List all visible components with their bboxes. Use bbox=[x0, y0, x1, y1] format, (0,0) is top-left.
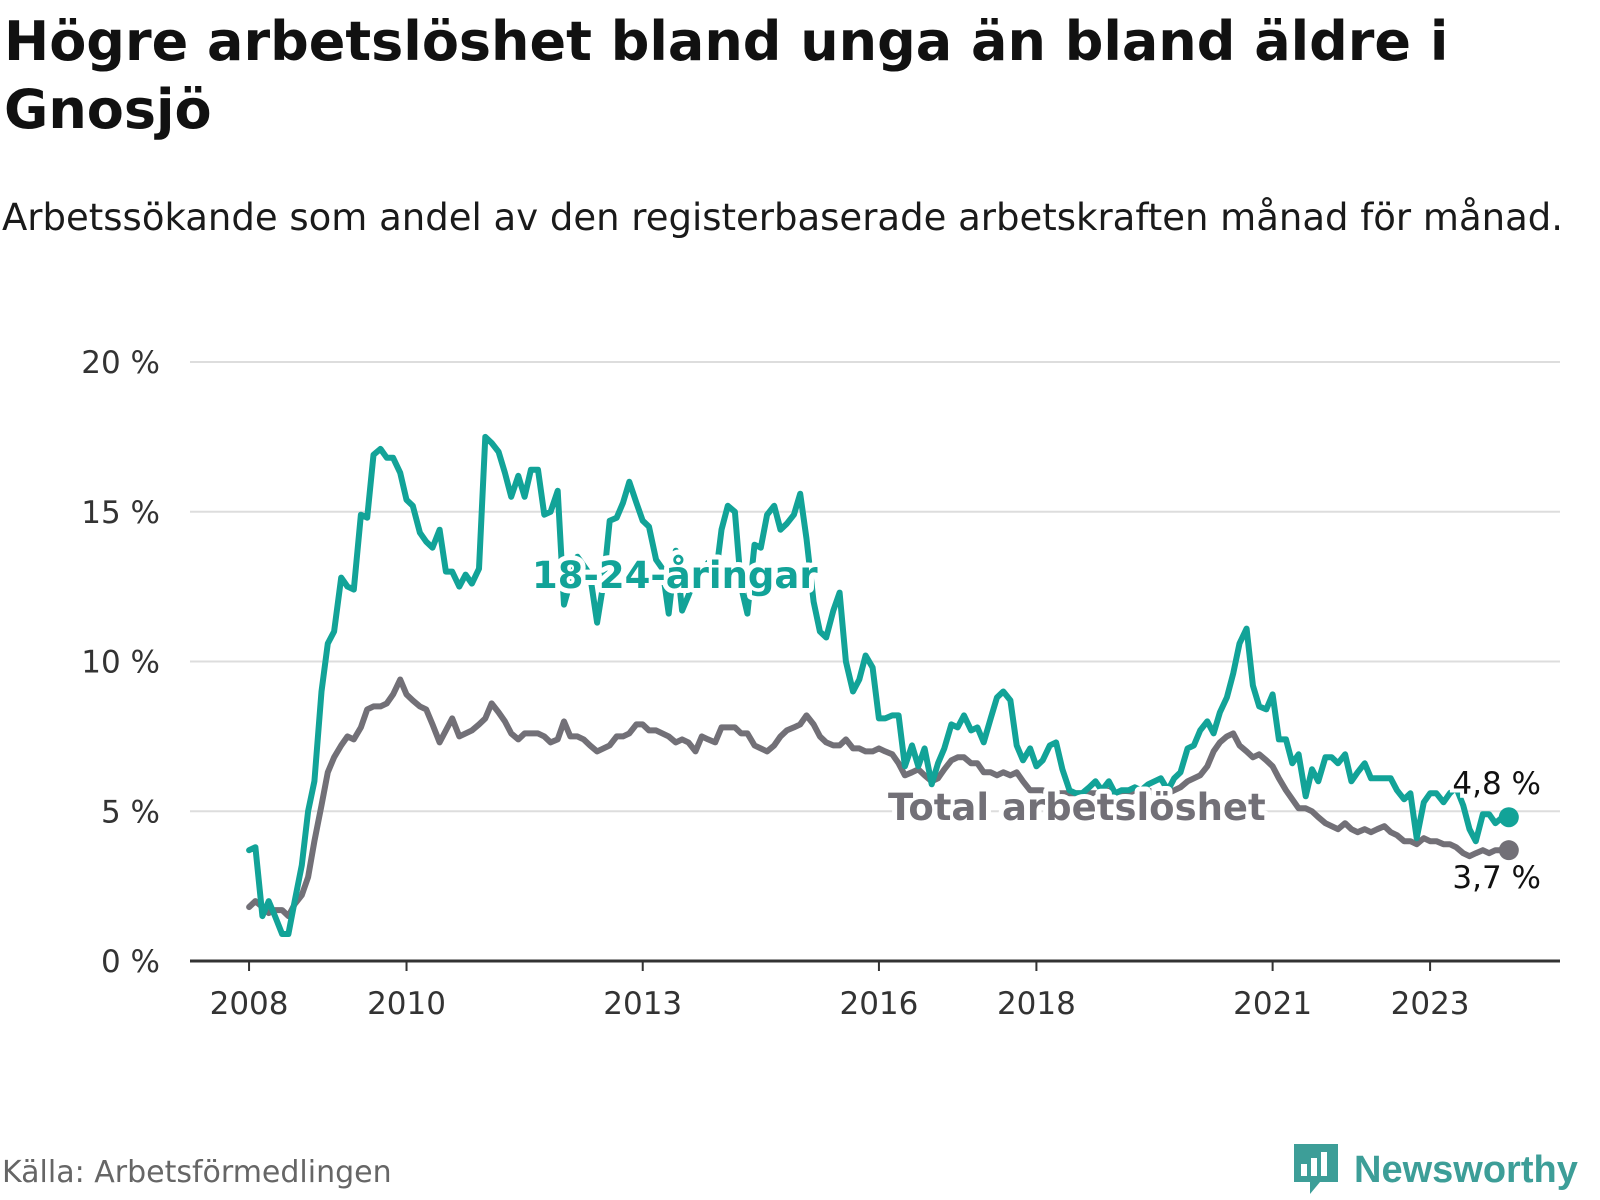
series-label-total: Total arbetslöshet bbox=[888, 786, 1266, 829]
brand-name: Newsworthy bbox=[1354, 1148, 1578, 1191]
x-tick-label: 2023 bbox=[1391, 986, 1470, 1022]
brand-logo: Newsworthy bbox=[1290, 1140, 1578, 1200]
end-label-youth: 4,8 % bbox=[1452, 766, 1541, 802]
series-line-total bbox=[246, 676, 1512, 920]
x-tick-label: 2021 bbox=[1233, 986, 1312, 1022]
end-label-total: 3,7 % bbox=[1452, 860, 1541, 896]
x-tick-label: 2016 bbox=[839, 986, 918, 1022]
y-tick-label: 10 % bbox=[81, 645, 160, 681]
x-tick-label: 2008 bbox=[210, 986, 289, 1022]
end-point-total bbox=[1498, 840, 1519, 861]
chart-title: Högre arbetslöshet bland unga än bland ä… bbox=[4, 10, 1449, 141]
y-tick-label: 0 % bbox=[101, 944, 160, 980]
series-line-youth bbox=[246, 433, 1512, 937]
source-note: Källa: Arbetsförmedlingen bbox=[2, 1155, 392, 1190]
x-tick-label: 2013 bbox=[603, 986, 682, 1022]
newsworthy-logo-icon bbox=[1294, 1144, 1338, 1194]
end-point-youth bbox=[1498, 807, 1519, 828]
series-label-youth: 18-24-åringar bbox=[532, 554, 818, 597]
x-tick-label: 2018 bbox=[997, 986, 1076, 1022]
y-tick-label: 20 % bbox=[81, 345, 160, 381]
chart-subtitle: Arbetssökande som andel av den registerb… bbox=[2, 196, 1563, 239]
x-tick-label: 2010 bbox=[367, 986, 446, 1022]
y-tick-label: 5 % bbox=[101, 794, 160, 830]
y-tick-label: 15 % bbox=[81, 495, 160, 531]
